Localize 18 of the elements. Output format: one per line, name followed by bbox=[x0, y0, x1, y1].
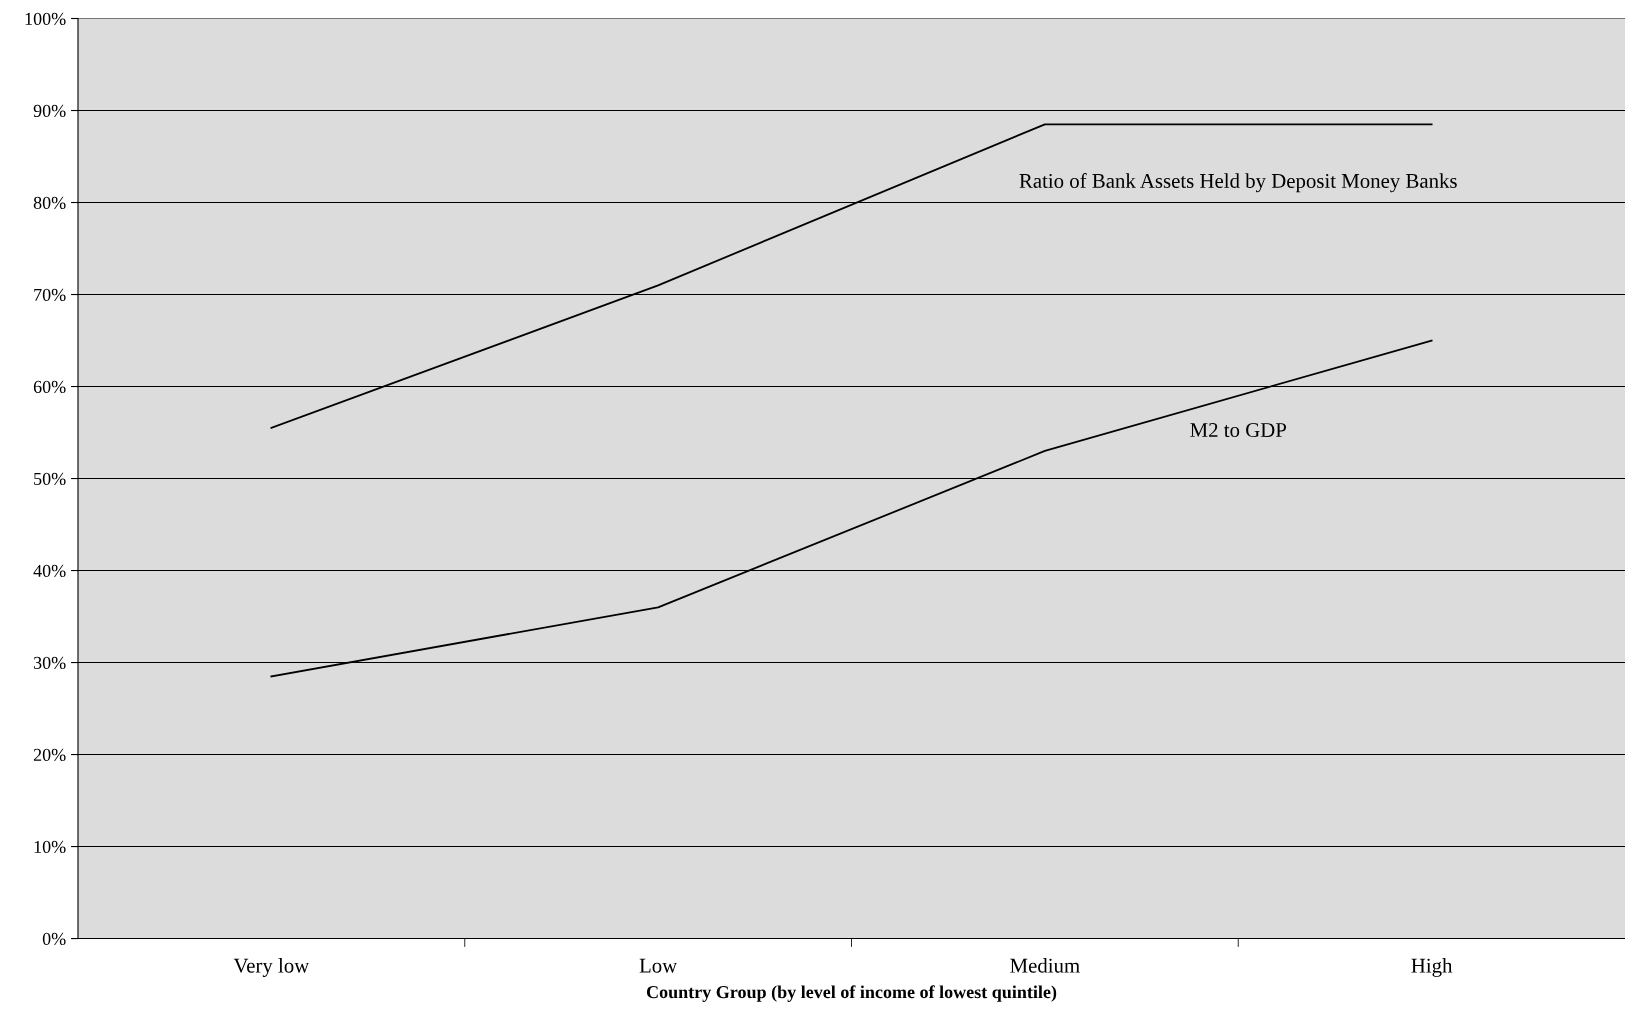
x-tick-label: High bbox=[1411, 958, 1453, 977]
y-tick-label: 50% bbox=[34, 472, 66, 486]
y-tick-label: 20% bbox=[33, 748, 66, 762]
x-tick-label: Medium bbox=[1010, 958, 1080, 973]
y-tick-label: 10% bbox=[34, 840, 66, 854]
x-tick-label: Low bbox=[639, 958, 678, 973]
series-label: Ratio of Bank Assets Held by Deposit Money Banks bbox=[1019, 173, 1457, 193]
series-label: M2 to GDP bbox=[1190, 423, 1287, 438]
y-tick-label: 60% bbox=[33, 380, 66, 394]
x-tick-label: Very low bbox=[233, 958, 310, 977]
y-tick-label: 70% bbox=[34, 288, 66, 302]
y-tick-label: 30% bbox=[33, 656, 66, 670]
y-tick-label: 0% bbox=[42, 932, 66, 946]
y-tick-label: 90% bbox=[33, 104, 66, 118]
y-tick-label: 100% bbox=[25, 12, 66, 26]
y-tick-label: 80% bbox=[33, 196, 66, 210]
y-tick-label: 40% bbox=[33, 564, 66, 578]
x-axis-title: Country Group (by level of income of lowest quintile) bbox=[646, 985, 1057, 1002]
